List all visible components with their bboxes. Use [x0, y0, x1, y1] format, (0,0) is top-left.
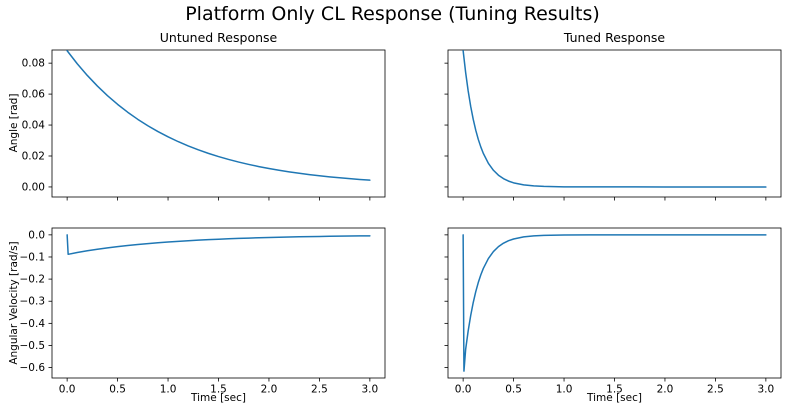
x-tick-label: 3.0: [758, 384, 775, 396]
line-untuned-angular-velocity-response: [66, 234, 371, 256]
y-tick-label: −0.2: [20, 274, 46, 286]
x-tick-label: 1.5: [210, 384, 227, 396]
subplot-title-tuned: Tuned Response: [563, 30, 666, 45]
axes-frame: [51, 227, 386, 379]
axes-frame: [51, 49, 386, 198]
y-tick-label: −0.3: [20, 296, 46, 308]
y-tick-label: 0.0: [28, 229, 45, 241]
y-tick-label: 0.00: [22, 181, 45, 193]
line-tuned-angle-response: [462, 50, 767, 188]
x-tick-label: 0.5: [109, 384, 126, 396]
x-tick-label: 0.5: [505, 384, 522, 396]
subplot-title-untuned: Untuned Response: [159, 30, 278, 45]
x-tick-label: 0.0: [455, 384, 472, 396]
y-tick-label: −0.5: [20, 340, 46, 352]
axes-frame: [447, 227, 782, 379]
figure-title: Platform Only CL Response (Tuning Result…: [185, 3, 600, 25]
y-tick-label: 0.02: [22, 150, 45, 162]
y-tick-label: 0.08: [22, 58, 45, 70]
x-tick-label: 1.5: [606, 384, 623, 396]
x-tick-label: 2.5: [707, 384, 724, 396]
subplot-untuned-angular-velocity: 0.0 0.5 1.0 1.5 2.0 2.5 3.0 0.0 −0.1 −0.2 −0.3 −0.4…: [20, 227, 386, 396]
y-tick-label: −0.1: [20, 251, 46, 263]
x-tick-label: 2.0: [657, 384, 674, 396]
x-tick-label: 2.0: [261, 384, 278, 396]
xlabel-time-right: Time [sec]: [587, 392, 642, 404]
y-tick-label: −0.6: [20, 362, 46, 374]
subplot-tuned-angular-velocity: 0.0 0.5 1.0 1.5 2.0 2.5 3.0: [444, 227, 782, 396]
subplot-untuned-angle: 0.00 0.02 0.04 0.06 0.08: [22, 49, 386, 201]
x-tick-label: 0.0: [59, 384, 76, 396]
line-untuned-angle-response: [66, 50, 371, 181]
y-tick-label: −0.4: [20, 318, 46, 330]
y-tick-label: 0.04: [22, 120, 46, 132]
x-tick-label: 2.5: [311, 384, 328, 396]
line-tuned-angular-velocity-response: [462, 234, 767, 372]
x-tick-label: 3.0: [362, 384, 379, 396]
y-tick-label: 0.06: [22, 89, 46, 101]
x-tick-label: 1.0: [556, 384, 573, 396]
xlabel-time-left: Time [sec]: [191, 392, 246, 404]
x-tick-label: 1.0: [160, 384, 177, 396]
subplot-tuned-angle: [444, 49, 782, 201]
